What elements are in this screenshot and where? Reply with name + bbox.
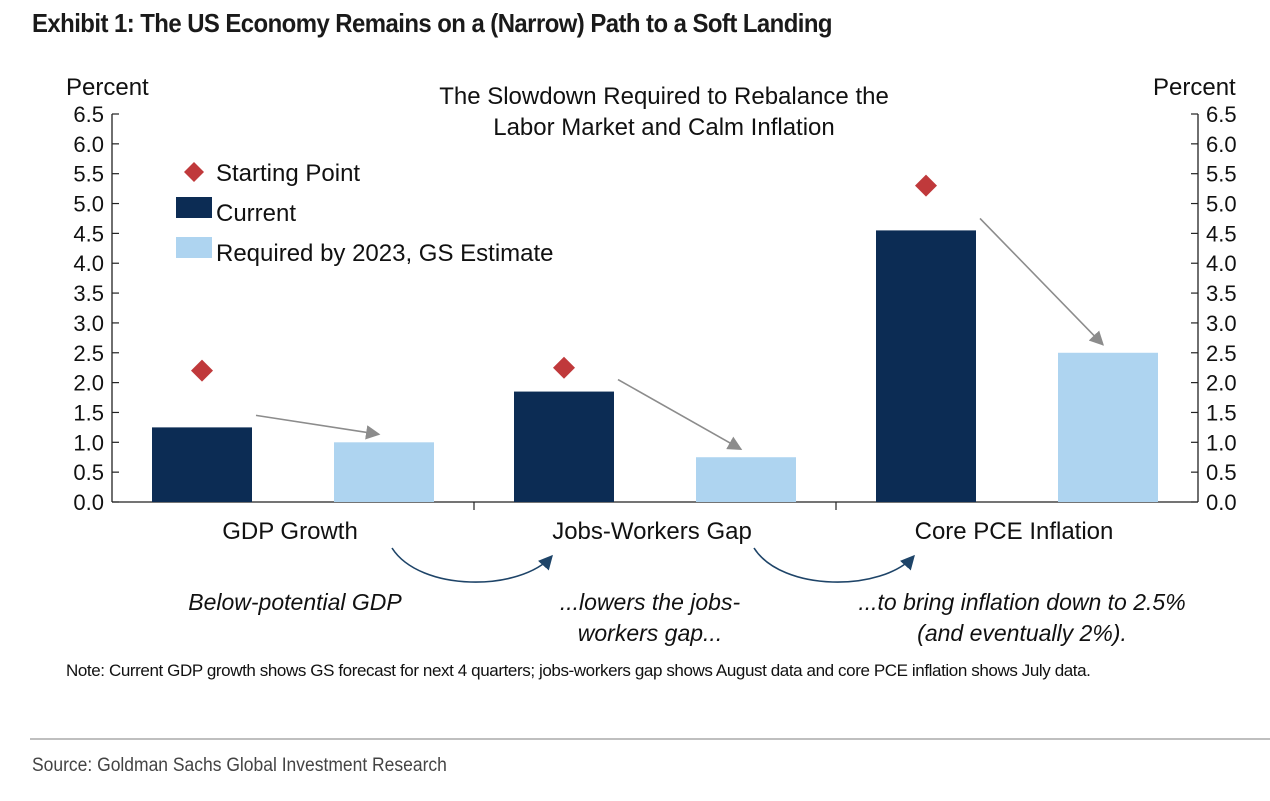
divider xyxy=(30,738,1270,740)
legend-label-starting-point: Starting Point xyxy=(216,160,360,187)
change-arrow xyxy=(255,414,381,440)
change-arrow xyxy=(617,378,743,450)
y-tick-label-left: 2.0 xyxy=(73,371,104,396)
bar-required xyxy=(334,442,434,502)
bar-current xyxy=(152,427,252,502)
chart-title-line-1: The Slowdown Required to Rebalance the xyxy=(439,83,889,110)
y-tick-label-right: 1.0 xyxy=(1206,430,1237,455)
y-axis-label-left: Percent xyxy=(66,74,149,101)
y-tick-label-right: 5.5 xyxy=(1206,162,1237,187)
y-tick-label-left: 4.5 xyxy=(73,221,104,246)
y-tick-label-right: 4.0 xyxy=(1206,251,1237,276)
x-tick-label: GDP Growth xyxy=(222,518,358,545)
y-tick-label-left: 5.5 xyxy=(73,162,104,187)
note: Note: Current GDP growth shows GS foreca… xyxy=(66,661,1091,680)
legend-swatch-current xyxy=(176,197,212,218)
arrows xyxy=(255,217,1105,583)
y-tick-label-left: 6.0 xyxy=(73,132,104,157)
y-tick-label-right: 2.0 xyxy=(1206,371,1237,396)
starting-point-marker xyxy=(553,356,575,379)
y-tick-label-right: 2.5 xyxy=(1206,341,1237,366)
bar-current xyxy=(514,391,614,502)
source: Source: Goldman Sachs Global Investment … xyxy=(32,755,447,776)
chart-title-line-2: Labor Market and Calm Inflation xyxy=(493,114,835,141)
y-tick-label-left: 5.0 xyxy=(73,192,104,217)
y-tick-label-left: 0.5 xyxy=(73,460,104,485)
bars xyxy=(152,230,1158,502)
axes: 0.0 0.0 0.5 0.5 1.0 1.0 1.5 1.5 2.0 2.0 2.5 2.5 3.0 3… xyxy=(66,74,1237,515)
caption-jobs: ...lowers the jobs-workers gap... xyxy=(559,589,741,646)
bar-required xyxy=(1058,352,1158,502)
y-tick-label-right: 6.5 xyxy=(1206,102,1237,127)
legend-swatch-starting-point xyxy=(184,162,204,182)
y-tick-label-left: 2.5 xyxy=(73,341,104,366)
y-tick-label-right: 3.0 xyxy=(1206,311,1237,336)
labels: GDP Growth Jobs-Workers Gap Core PCE Infla… xyxy=(222,518,1113,545)
legend-label-required: Required by 2023, GS Estimate xyxy=(216,240,554,267)
y-tick-label-right: 6.0 xyxy=(1206,132,1237,157)
x-tick-label: Core PCE Inflation xyxy=(915,518,1114,545)
y-tick-label-right: 1.5 xyxy=(1206,400,1237,425)
y-tick-label-right: 0.0 xyxy=(1206,490,1237,515)
change-arrow xyxy=(979,217,1105,346)
y-tick-label-left: 1.5 xyxy=(73,400,104,425)
starting-point-marker xyxy=(191,359,213,382)
exhibit-title: Exhibit 1: The US Economy Remains on a (… xyxy=(32,8,833,38)
caption-inflation: ...to bring inflation down to 2.5% (and … xyxy=(858,589,1186,646)
bar-current xyxy=(876,230,976,502)
connector-arrow-1 xyxy=(391,547,553,583)
legend-swatch-required xyxy=(176,237,212,258)
y-tick-label-left: 4.0 xyxy=(73,251,104,276)
connector-arrow-2 xyxy=(753,547,915,583)
y-tick-label-left: 3.5 xyxy=(73,281,104,306)
y-tick-label-right: 4.5 xyxy=(1206,221,1237,246)
bar-required xyxy=(696,457,796,502)
chart: 0.0 0.0 0.5 0.5 1.0 1.0 1.5 1.5 2.0 2.0 2.5 2.5 3.0 3… xyxy=(66,74,1237,583)
x-tick-label: Jobs-Workers Gap xyxy=(552,518,752,545)
legend: Starting Point Current Required by 2023, G… xyxy=(176,160,554,267)
y-tick-label-left: 0.0 xyxy=(73,490,104,515)
y-axis-label-right: Percent xyxy=(1153,74,1236,101)
starting-point-marker xyxy=(915,174,937,197)
y-tick-label-left: 3.0 xyxy=(73,311,104,336)
legend-label-current: Current xyxy=(216,200,296,227)
y-tick-label-right: 3.5 xyxy=(1206,281,1237,306)
caption-gdp: Below-potential GDP xyxy=(188,589,402,615)
y-tick-label-left: 1.0 xyxy=(73,430,104,455)
starting-point-markers xyxy=(191,174,937,382)
y-tick-label-left: 6.5 xyxy=(73,102,104,127)
y-tick-label-right: 0.5 xyxy=(1206,460,1237,485)
y-tick-label-right: 5.0 xyxy=(1206,192,1237,217)
